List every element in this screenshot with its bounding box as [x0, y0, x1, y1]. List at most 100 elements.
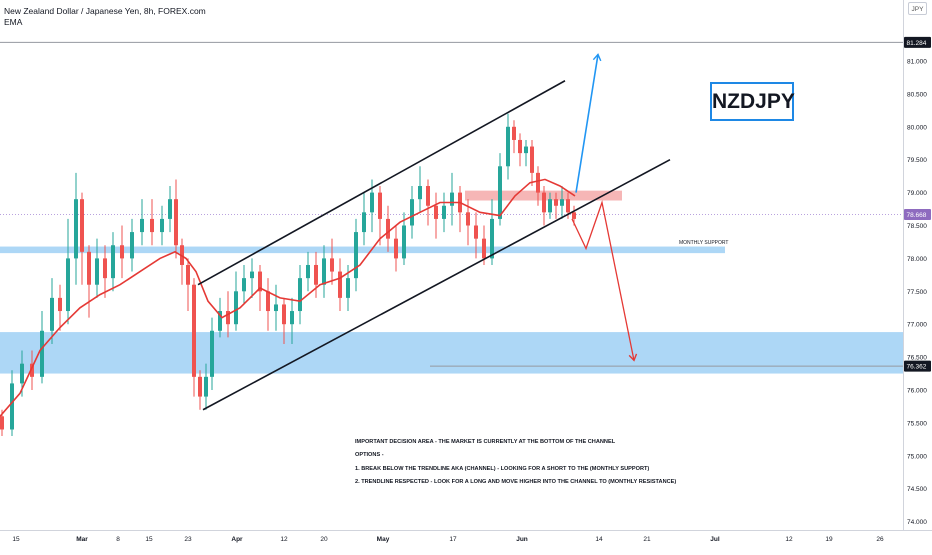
price-tag-2 [904, 360, 931, 372]
candle-body [386, 218, 390, 239]
zone-1 [0, 332, 903, 374]
x-tick-label: Apr [231, 536, 243, 543]
candle-body [282, 304, 286, 325]
currency-button[interactable]: JPY [908, 2, 927, 15]
candle-body [306, 264, 310, 279]
y-tick-label: 81.000 [907, 59, 927, 66]
note-line-4: 2. TRENDLINE RESPECTED - LOOK FOR A LONG… [355, 479, 677, 485]
candle-body [314, 264, 318, 285]
x-tick-label: Jul [710, 536, 720, 543]
arrow-head [592, 53, 602, 62]
x-tick-label: Jun [516, 536, 528, 543]
x-tick-label: 26 [876, 536, 884, 543]
x-tick-label: 8 [116, 536, 120, 543]
y-tick-label: 75.500 [907, 420, 927, 427]
candle-body [274, 304, 278, 312]
y-tick-label: 79.500 [907, 157, 927, 164]
x-tick-label: 23 [184, 536, 192, 543]
candle-body [554, 199, 558, 206]
candle-body [0, 416, 4, 430]
candle-body [103, 258, 107, 279]
candle-body [474, 225, 478, 239]
candle-body [226, 311, 230, 325]
candle-body [204, 376, 208, 397]
candle-body [566, 199, 570, 213]
y-tick-label: 77.500 [907, 289, 927, 296]
candle-body [168, 199, 172, 219]
candle-body [378, 192, 382, 219]
candle-body [394, 238, 398, 259]
candle-body [450, 192, 454, 206]
candle-body [66, 258, 70, 312]
candle-body [518, 139, 522, 154]
candle-body [298, 278, 302, 312]
chart-title: New Zealand Dollar / Japanese Yen, 8h, F… [4, 6, 206, 16]
candle-body [490, 218, 494, 259]
x-tick-label: 20 [320, 536, 328, 543]
y-tick-label: 77.000 [907, 322, 927, 329]
candle-body [560, 199, 564, 206]
y-tick-label: 75.000 [907, 453, 927, 460]
x-tick-label: Mar [76, 536, 88, 543]
candle-body [186, 264, 190, 285]
candle-body [40, 330, 44, 377]
note-line-3: 1. BREAK BELOW THE TRENDLINE AKA (CHANNE… [355, 466, 650, 472]
candle-body [434, 205, 438, 219]
y-tick-label: 74.000 [907, 519, 927, 526]
price-tag-1 [904, 208, 931, 220]
pair-label-box: NZDJPY [710, 82, 795, 121]
candle-body [548, 199, 552, 213]
price-tag-0 [904, 36, 931, 48]
candle-body [258, 271, 262, 292]
x-tick-label: 15 [12, 536, 20, 543]
candle-body [370, 192, 374, 213]
candle-body [120, 245, 124, 259]
candle-body [402, 225, 406, 259]
note-line-1: IMPORTANT DECISION AREA - THE MARKET IS … [355, 439, 616, 445]
candle-body [160, 218, 164, 233]
x-tick-label: 17 [449, 536, 457, 543]
price-tag-label-0: 81.284 [907, 40, 927, 47]
x-tick-label: 12 [785, 536, 793, 543]
candle-body [572, 212, 576, 219]
candle-body [410, 199, 414, 226]
candle-body [58, 297, 62, 312]
candle-body [150, 218, 154, 233]
zone-0 [0, 246, 725, 254]
y-tick-label: 78.500 [907, 223, 927, 230]
indicator-label[interactable]: EMA [4, 17, 23, 27]
x-tick-label: 12 [280, 536, 288, 543]
candle-body [290, 311, 294, 325]
y-tick-label: 80.500 [907, 91, 927, 98]
candle-body [174, 199, 178, 246]
candle-body [234, 291, 238, 325]
candle-body [80, 199, 84, 252]
candle-body [95, 258, 99, 285]
price-tag-label-1: 78.668 [907, 212, 927, 219]
candle-body [242, 278, 246, 292]
projection-down [571, 200, 635, 361]
y-tick-label: 79.000 [907, 190, 927, 197]
arrow-head [628, 353, 638, 362]
candle-body [426, 186, 430, 206]
candle-body [192, 284, 196, 377]
candle-body [362, 212, 366, 233]
price-tag-label-2: 76.362 [907, 364, 927, 371]
candle-body [346, 278, 350, 298]
channel-upper [197, 80, 566, 286]
x-tick-label: 19 [825, 536, 833, 543]
candle-body [130, 232, 134, 259]
candle-body [10, 383, 14, 430]
candle-body [198, 376, 202, 397]
candle-body [210, 330, 214, 377]
candle-body [20, 363, 24, 384]
candle-body [218, 311, 222, 331]
y-tick-label: 78.000 [907, 256, 927, 263]
candle-body [87, 251, 91, 285]
candle-body [250, 271, 254, 279]
candle-body [542, 192, 546, 213]
candle-body [338, 271, 342, 298]
x-tick-label: May [377, 536, 390, 543]
candle-body [442, 205, 446, 219]
